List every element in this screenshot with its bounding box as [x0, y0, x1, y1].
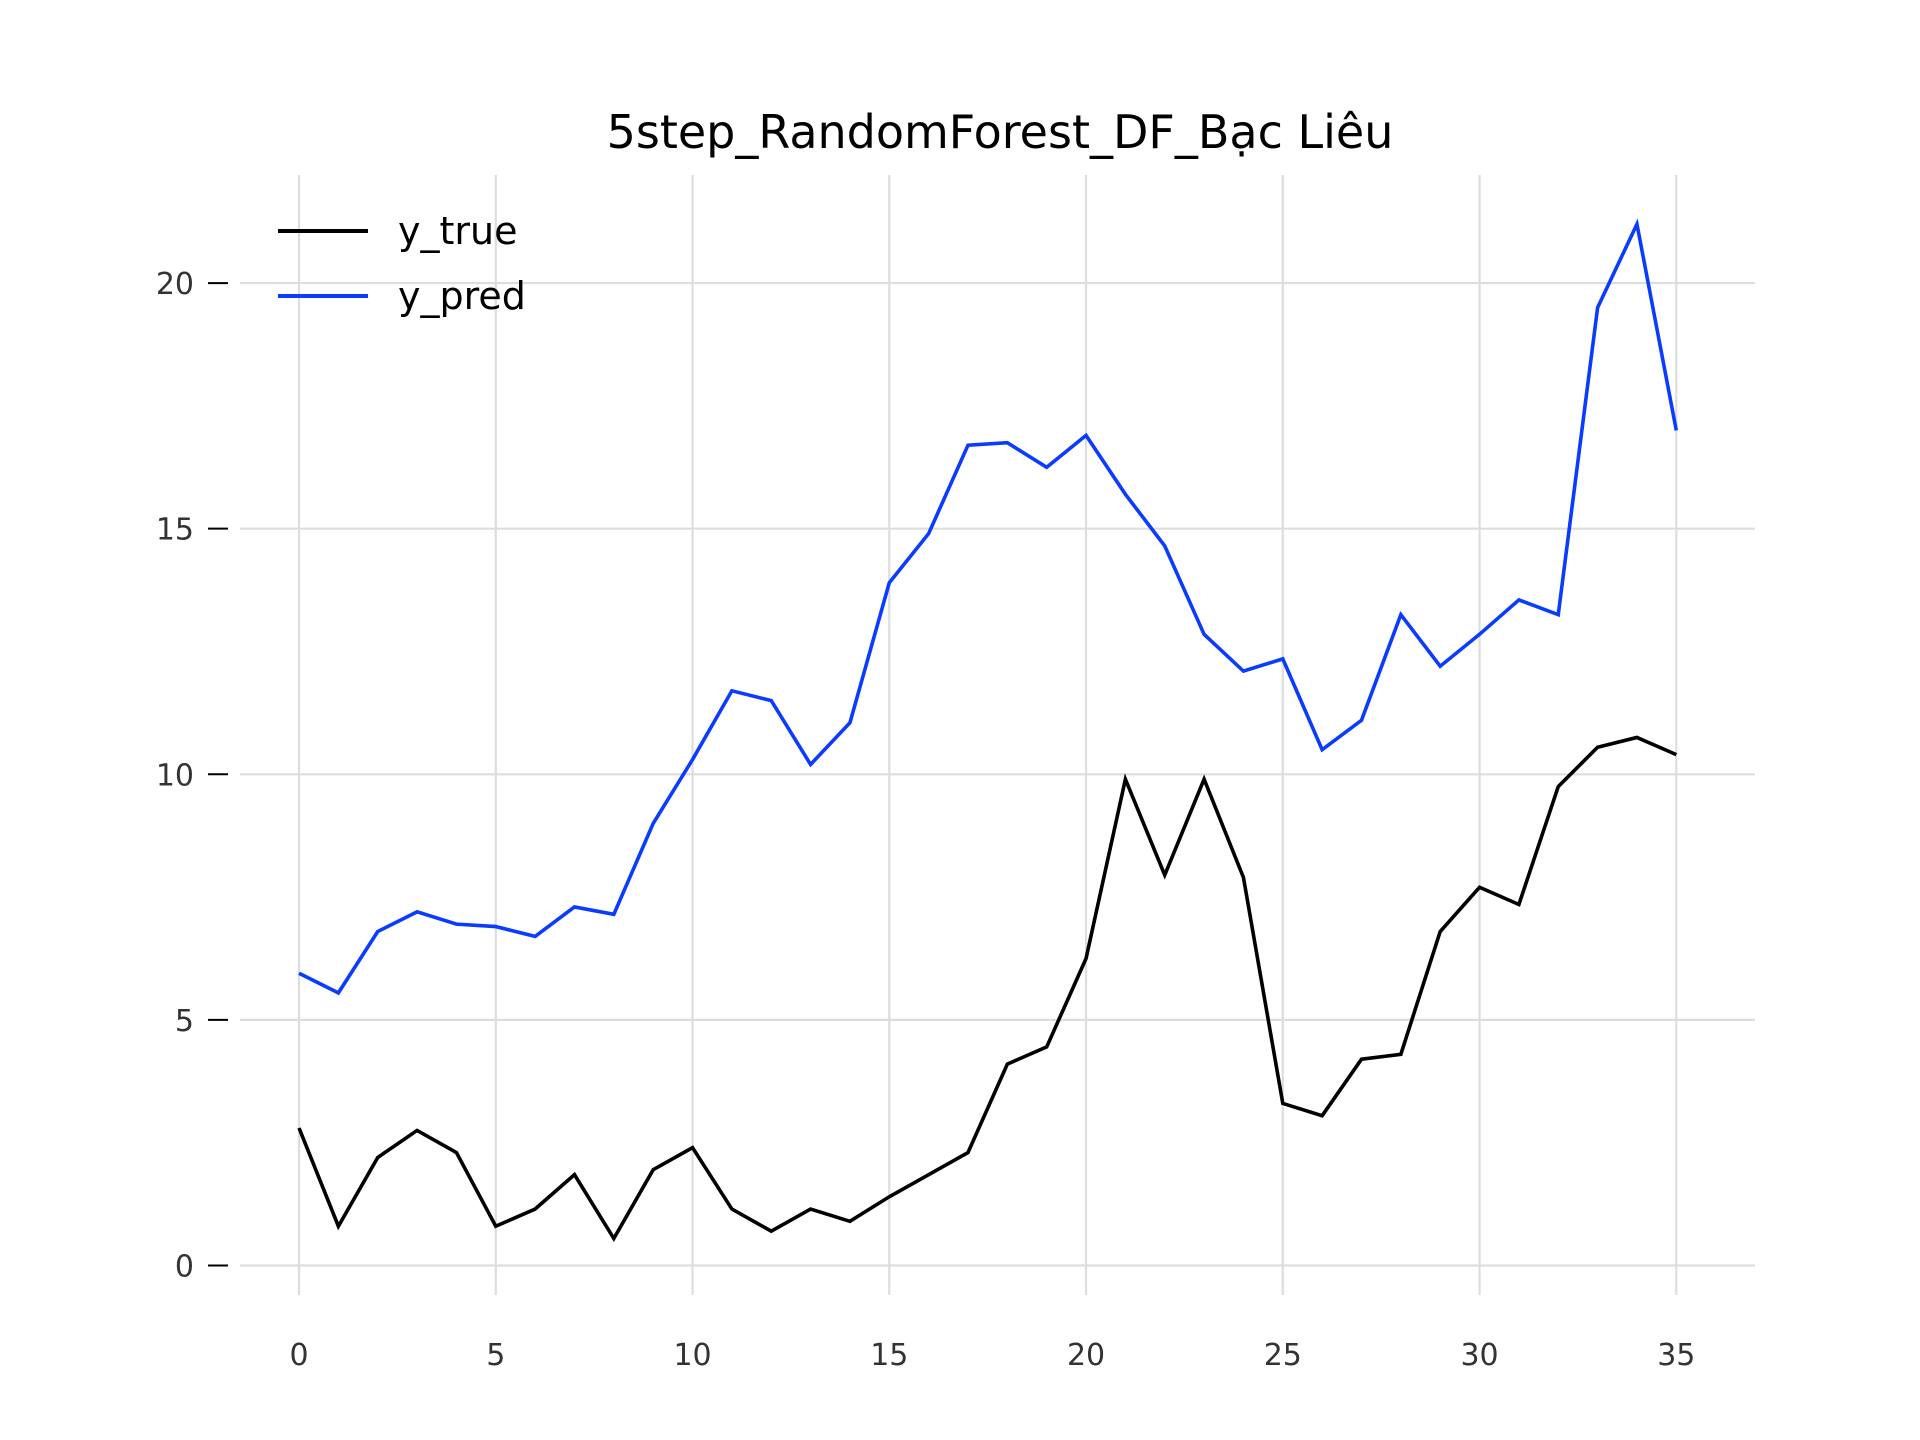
legend: y_true y_pred: [278, 209, 526, 318]
series-line-y-true: [297, 735, 1678, 1243]
x-tick-label: 5: [486, 1338, 505, 1373]
series-lines: [297, 218, 1679, 1243]
legend-label-y-true: y_true: [398, 209, 517, 253]
y-tick-label: 20: [156, 267, 194, 302]
series-line-y-pred: [298, 218, 1679, 996]
x-tick-label: 25: [1264, 1338, 1302, 1373]
x-tick-label: 35: [1657, 1338, 1695, 1373]
chart-title: 5step_RandomForest_DF_Bạc Liêu: [607, 105, 1394, 159]
grid: [240, 175, 1755, 1295]
y-tick-label: 5: [175, 1004, 194, 1039]
x-tick-label: 0: [289, 1338, 308, 1373]
x-tick-label: 30: [1460, 1338, 1498, 1373]
axis-ticks: 0 5 10 15 20 25 30 35 0 5 10 15 20: [156, 267, 1696, 1373]
x-tick-label: 10: [673, 1338, 711, 1373]
y-tick-label: 10: [156, 758, 194, 793]
y-tick-label: 15: [156, 513, 194, 548]
x-tick-label: 20: [1067, 1338, 1105, 1373]
x-tick-label: 15: [870, 1338, 908, 1373]
y-tick-label: 0: [175, 1250, 194, 1285]
legend-label-y-pred: y_pred: [398, 274, 526, 318]
